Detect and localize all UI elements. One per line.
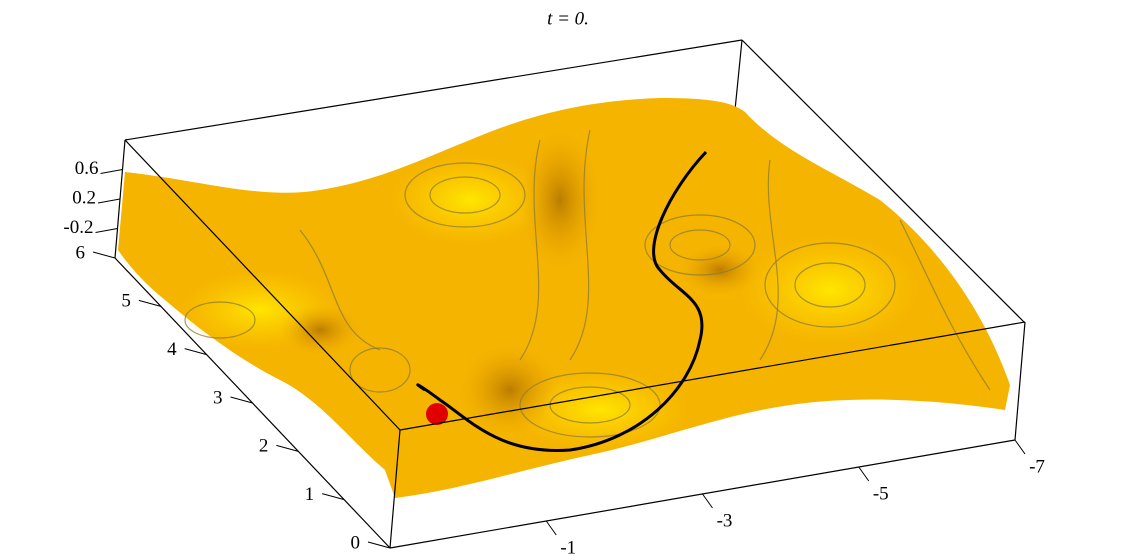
y-tick [184, 348, 207, 356]
z-tick-label: 0.6 [75, 158, 99, 179]
y-tick-label: 6 [76, 242, 86, 263]
z-tick-label: 0.2 [72, 187, 96, 208]
y-tick-label: 0 [351, 532, 361, 553]
y-tick-label: 2 [259, 436, 269, 457]
y-tick-label: 5 [121, 291, 131, 312]
x-tick [858, 466, 870, 482]
z-tick [95, 228, 118, 233]
z-tick [97, 198, 121, 204]
z-tick [100, 169, 123, 174]
y-tick-label: 1 [305, 484, 315, 505]
box-back [114, 39, 1026, 324]
y-tick-label: 4 [167, 339, 177, 360]
y-tick [230, 396, 253, 404]
x-tick-label: -3 [717, 510, 733, 531]
y-tick [322, 493, 345, 501]
chart-title: t = 0. [547, 8, 589, 29]
x-tick [702, 493, 713, 509]
y-tick [92, 251, 116, 259]
z-tick-label: -0.2 [63, 217, 93, 238]
particle [426, 403, 448, 425]
x-tick [1014, 439, 1026, 455]
y-tick-label: 3 [213, 387, 223, 408]
surface [118, 98, 1010, 498]
y-tick [276, 444, 299, 452]
y-tick [138, 299, 161, 307]
x-tick-label: -5 [873, 483, 889, 504]
trajectory [416, 150, 708, 452]
x-tick-label: -1 [560, 537, 576, 556]
y-tick [367, 541, 391, 549]
x-tick-label: -7 [1029, 456, 1045, 477]
x-tick [545, 520, 557, 536]
